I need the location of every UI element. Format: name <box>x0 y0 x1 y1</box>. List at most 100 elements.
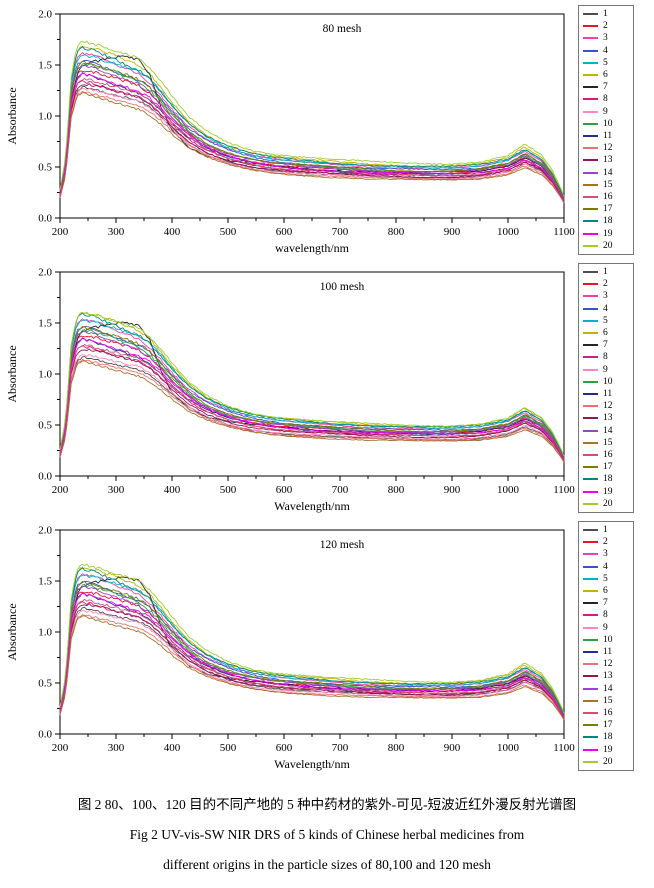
plot-svg-80-mesh: 200 300 400 500 600 700 800 900 1000 1100 0.0 0.5 1.… <box>5 9 575 256</box>
series-line-13 <box>59 603 565 719</box>
series-line-20 <box>59 311 565 457</box>
legend-label: 5 <box>603 315 608 326</box>
legend-item: 19 <box>583 487 629 497</box>
legend-label: 1 <box>603 267 608 277</box>
x-tick-label: 300 <box>108 484 125 496</box>
series-line-18 <box>59 45 565 199</box>
legend-label: 2 <box>603 279 608 290</box>
legend-item: 9 <box>583 623 629 633</box>
y-axis-label: Absorbance <box>5 345 19 402</box>
y-tick-label: 1.5 <box>38 576 52 588</box>
legend-label: 12 <box>603 401 613 412</box>
chart-80-mesh: 200 300 400 500 600 700 800 900 1000 1100 0.0 0.5 1.… <box>0 2 654 260</box>
series-line-10 <box>59 583 565 717</box>
y-tick-label: 0.5 <box>38 420 52 432</box>
y-tick-label: 0.0 <box>38 213 52 225</box>
legend-label: 11 <box>603 389 613 400</box>
legend-line-swatch <box>583 208 598 211</box>
y-tick-label: 2.0 <box>38 267 52 279</box>
y-axis-label: Absorbance <box>5 603 19 660</box>
legend-line-swatch <box>583 590 598 593</box>
legend-item: 15 <box>583 696 629 706</box>
legend-item: 10 <box>583 119 629 129</box>
legend-line-swatch <box>583 380 598 383</box>
legend-col: 1 2 3 4 5 6 7 8 9 10 11 12 13 14 15 16 17 18 19 20 <box>576 518 648 776</box>
legend-item: 16 <box>583 192 629 202</box>
y-tick-label: 0.0 <box>38 471 52 483</box>
series-line-12 <box>59 614 565 720</box>
legend-line-swatch <box>583 490 598 493</box>
legend-label: 2 <box>603 21 608 32</box>
series-line-11 <box>59 72 565 202</box>
x-tick-label: 1000 <box>497 742 520 754</box>
legend-label: 8 <box>603 352 608 363</box>
legend-label: 14 <box>603 683 613 694</box>
legend-label: 3 <box>603 291 608 302</box>
legend-item: 11 <box>583 647 629 657</box>
legend-item: 3 <box>583 549 629 559</box>
x-tick-label: 800 <box>388 226 405 238</box>
series-line-13 <box>59 348 565 461</box>
legend-line-swatch <box>583 466 598 469</box>
series-line-19 <box>59 72 565 201</box>
chart-120-mesh: 200 300 400 500 600 700 800 900 1000 1100 0.0 0.5 1.… <box>0 518 654 776</box>
y-tick-label: 0.5 <box>38 162 52 174</box>
legend-line-swatch <box>583 675 598 678</box>
series-line-17 <box>59 60 565 200</box>
legend-line-swatch <box>583 638 598 641</box>
series-line-8 <box>59 601 565 719</box>
legend-item: 16 <box>583 450 629 460</box>
legend-line-swatch <box>583 271 598 273</box>
legend-line-swatch <box>583 736 598 739</box>
legend-line-swatch <box>583 196 598 199</box>
legend-col: 1 2 3 4 5 6 7 8 9 10 11 12 13 14 15 16 17 18 19 20 <box>576 2 648 260</box>
x-tick-label: 1100 <box>553 742 575 754</box>
legend-item: 8 <box>583 94 629 104</box>
plot-frame <box>59 13 565 219</box>
legend-line-swatch <box>583 405 598 408</box>
legend-label: 20 <box>603 498 613 509</box>
legend-label: 7 <box>603 340 608 351</box>
series-line-20 <box>59 40 565 197</box>
legend-item: 3 <box>583 291 629 301</box>
legend-line-swatch <box>583 724 598 727</box>
y-tick-label: 0.5 <box>38 678 52 690</box>
series-line-19 <box>59 337 565 460</box>
legend-item: 11 <box>583 389 629 399</box>
legend-item: 1 <box>583 525 629 535</box>
legend-line-swatch <box>583 577 598 580</box>
legend: 1 2 3 4 5 6 7 8 9 10 11 12 13 14 15 16 17 18 19 20 <box>578 5 634 255</box>
legend-line-swatch <box>583 614 598 617</box>
legend-line-swatch <box>583 441 598 444</box>
x-axis-label: Wavelength/nm <box>274 499 350 513</box>
legend-label: 14 <box>603 425 613 436</box>
series-line-10 <box>59 329 565 459</box>
legend-label: 4 <box>603 45 608 56</box>
series-line-19 <box>59 592 565 718</box>
x-tick-label: 500 <box>220 484 237 496</box>
x-tick-label: 900 <box>444 484 461 496</box>
x-axis-label: wavelength/nm <box>275 241 350 255</box>
legend-item: 10 <box>583 635 629 645</box>
legend-item: 13 <box>583 155 629 165</box>
legend-line-swatch <box>583 356 598 359</box>
legend-line-swatch <box>583 699 598 702</box>
legend-label: 11 <box>603 131 613 142</box>
x-tick-label: 1000 <box>497 484 520 496</box>
legend-item: 8 <box>583 352 629 362</box>
x-tick-label: 300 <box>108 226 125 238</box>
y-tick-label: 0.0 <box>38 729 52 741</box>
legend-item: 18 <box>583 474 629 484</box>
legend-item: 13 <box>583 671 629 681</box>
legend-label: 4 <box>603 561 608 572</box>
x-tick-label: 600 <box>276 742 293 754</box>
legend-item: 12 <box>583 659 629 669</box>
legend-line-swatch <box>583 37 598 40</box>
y-tick-label: 1.0 <box>38 627 52 639</box>
legend-label: 13 <box>603 413 613 424</box>
series-line-14 <box>59 585 565 717</box>
legend-label: 2 <box>603 537 608 548</box>
legend-label: 5 <box>603 57 608 68</box>
x-tick-label: 900 <box>444 742 461 754</box>
legend-line-swatch <box>583 748 598 751</box>
